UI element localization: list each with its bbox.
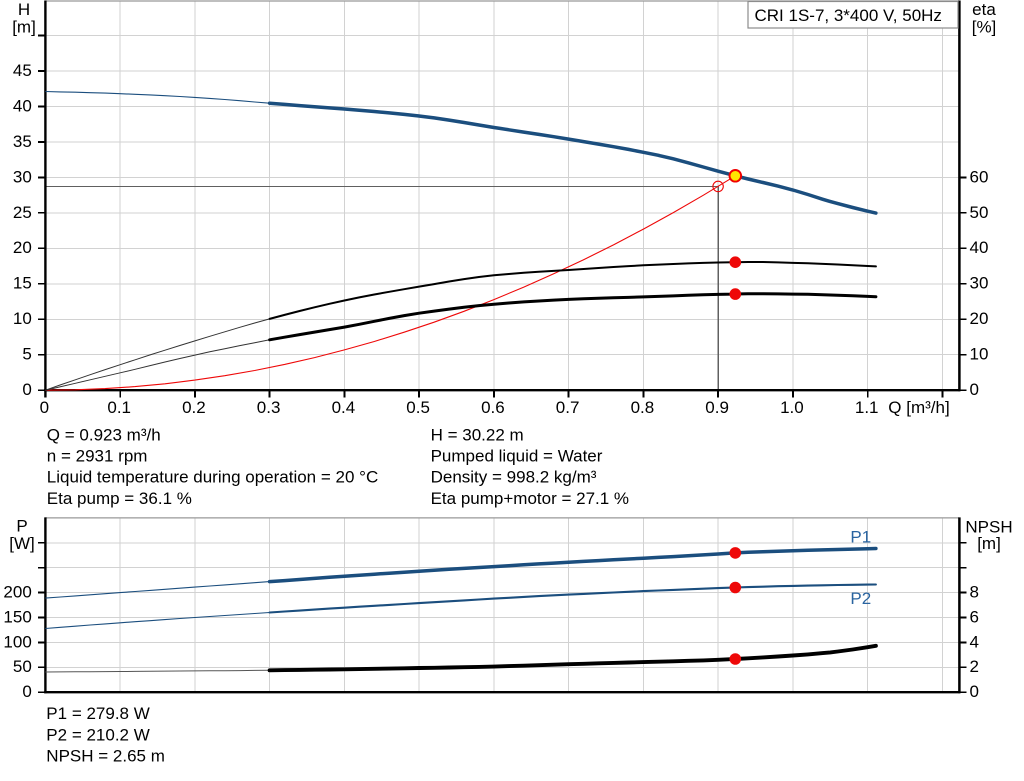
svg-text:25: 25 — [13, 203, 32, 222]
svg-text:40: 40 — [13, 96, 32, 115]
svg-text:[m]: [m] — [12, 18, 36, 37]
svg-text:eta: eta — [972, 0, 996, 19]
svg-text:P2: P2 — [850, 589, 871, 608]
svg-text:NPSH = 2.65 m: NPSH = 2.65 m — [46, 747, 165, 766]
svg-text:P1 = 279.8 W: P1 = 279.8 W — [46, 704, 149, 723]
svg-text:40: 40 — [970, 238, 989, 257]
svg-text:150: 150 — [3, 607, 31, 626]
svg-text:0.1: 0.1 — [107, 398, 131, 417]
svg-text:P: P — [16, 516, 27, 535]
svg-text:NPSH: NPSH — [965, 518, 1012, 537]
svg-text:Q = 0.923 m³/h: Q = 0.923 m³/h — [47, 425, 161, 444]
svg-text:200: 200 — [3, 583, 31, 602]
svg-text:100: 100 — [3, 632, 31, 651]
svg-text:8: 8 — [970, 583, 979, 602]
svg-text:0.4: 0.4 — [332, 398, 356, 417]
svg-text:50: 50 — [13, 657, 32, 676]
svg-text:Eta pump = 36.1 %: Eta pump = 36.1 % — [47, 489, 192, 508]
svg-text:0: 0 — [40, 398, 49, 417]
svg-text:H = 30.22 m: H = 30.22 m — [431, 425, 524, 444]
svg-text:0: 0 — [22, 682, 31, 701]
svg-text:20: 20 — [970, 309, 989, 328]
svg-text:H: H — [18, 0, 30, 19]
svg-text:0.5: 0.5 — [406, 398, 430, 417]
svg-text:10: 10 — [970, 345, 989, 364]
svg-text:0: 0 — [970, 682, 979, 701]
svg-text:CRI 1S-7, 3*400 V, 50Hz: CRI 1S-7, 3*400 V, 50Hz — [755, 6, 942, 25]
svg-text:20: 20 — [13, 238, 32, 257]
svg-text:0.2: 0.2 — [182, 398, 206, 417]
svg-text:30: 30 — [13, 167, 32, 186]
svg-text:60: 60 — [970, 167, 989, 186]
svg-text:50: 50 — [970, 203, 989, 222]
svg-text:0.8: 0.8 — [631, 398, 655, 417]
svg-text:30: 30 — [970, 274, 989, 293]
svg-text:4: 4 — [970, 632, 979, 651]
svg-text:n = 2931 rpm: n = 2931 rpm — [47, 447, 148, 466]
svg-text:Density = 998.2 kg/m³: Density = 998.2 kg/m³ — [431, 468, 597, 487]
svg-text:45: 45 — [13, 61, 32, 80]
svg-text:[m]: [m] — [977, 534, 1001, 553]
svg-text:Eta pump+motor = 27.1 %: Eta pump+motor = 27.1 % — [431, 489, 629, 508]
svg-text:10: 10 — [13, 309, 32, 328]
svg-text:0.3: 0.3 — [257, 398, 281, 417]
svg-text:Liquid temperature during oper: Liquid temperature during operation = 20… — [47, 468, 378, 487]
svg-text:0: 0 — [970, 380, 979, 399]
svg-text:[%]: [%] — [972, 18, 997, 37]
svg-text:0.9: 0.9 — [705, 398, 729, 417]
svg-text:0.6: 0.6 — [481, 398, 505, 417]
svg-text:5: 5 — [22, 345, 31, 364]
svg-text:1.1: 1.1 — [855, 398, 879, 417]
svg-text:Pumped liquid = Water: Pumped liquid = Water — [431, 447, 603, 466]
svg-text:2: 2 — [970, 657, 979, 676]
svg-text:1.0: 1.0 — [780, 398, 804, 417]
svg-text:[W]: [W] — [9, 534, 35, 553]
svg-text:35: 35 — [13, 132, 32, 151]
svg-text:P1: P1 — [850, 528, 871, 547]
svg-text:15: 15 — [13, 274, 32, 293]
svg-text:Q [m³/h]: Q [m³/h] — [888, 398, 949, 417]
svg-text:6: 6 — [970, 607, 979, 626]
svg-text:0: 0 — [22, 380, 31, 399]
svg-text:0.7: 0.7 — [556, 398, 580, 417]
svg-text:P2 = 210.2 W: P2 = 210.2 W — [46, 725, 149, 744]
